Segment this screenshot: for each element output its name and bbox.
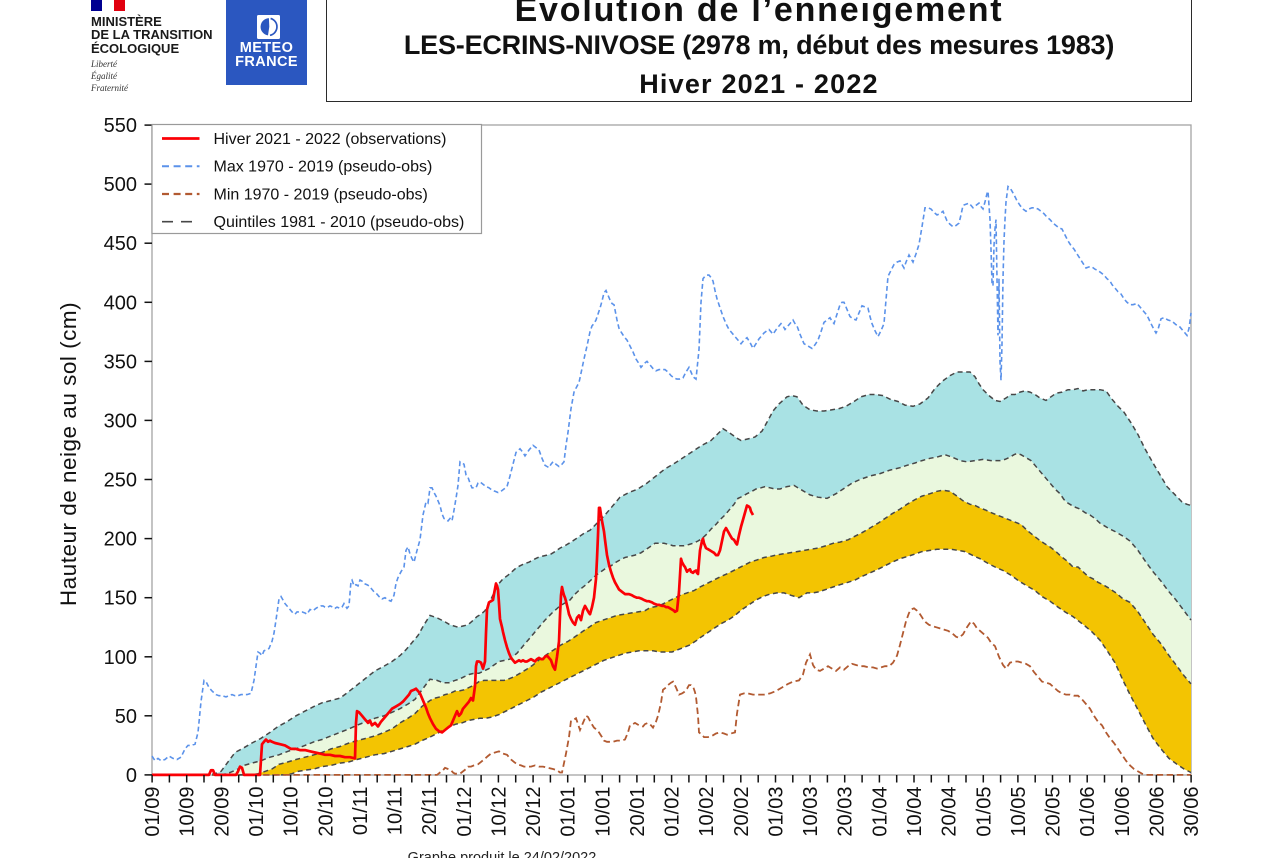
svg-text:10/04: 10/04 xyxy=(904,787,926,837)
svg-text:Hiver 2021 - 2022 (observation: Hiver 2021 - 2022 (observations) xyxy=(214,131,447,148)
svg-text:01/04: 01/04 xyxy=(869,787,891,837)
svg-text:Max 1970 - 2019 (pseudo-obs): Max 1970 - 2019 (pseudo-obs) xyxy=(214,159,433,176)
svg-text:20/03: 20/03 xyxy=(835,787,857,837)
svg-text:01/09: 01/09 xyxy=(142,787,164,837)
svg-text:400: 400 xyxy=(104,292,137,314)
svg-text:Min 1970 - 2019 (pseudo-obs): Min 1970 - 2019 (pseudo-obs) xyxy=(214,187,428,204)
svg-text:250: 250 xyxy=(104,470,137,492)
svg-text:01/05: 01/05 xyxy=(973,787,995,837)
svg-text:01/06: 01/06 xyxy=(1077,787,1099,837)
svg-text:350: 350 xyxy=(104,351,137,373)
svg-text:500: 500 xyxy=(104,174,137,196)
svg-text:20/04: 20/04 xyxy=(939,787,961,837)
svg-text:10/03: 10/03 xyxy=(800,787,822,837)
svg-text:10/12: 10/12 xyxy=(488,787,510,837)
svg-text:10/06: 10/06 xyxy=(1112,787,1134,837)
svg-text:10/11: 10/11 xyxy=(385,787,407,836)
svg-text:20/09: 20/09 xyxy=(211,787,233,837)
svg-text:01/11: 01/11 xyxy=(350,787,372,836)
svg-text:20/05: 20/05 xyxy=(1043,787,1065,837)
svg-text:01/02: 01/02 xyxy=(662,787,684,837)
svg-text:Hauteur de neige au sol (cm): Hauteur de neige au sol (cm) xyxy=(56,302,81,606)
svg-text:10/01: 10/01 xyxy=(592,787,614,837)
svg-text:20/10: 20/10 xyxy=(315,787,337,837)
svg-text:10/09: 10/09 xyxy=(177,787,199,837)
svg-text:200: 200 xyxy=(104,529,137,551)
svg-text:20/12: 20/12 xyxy=(523,787,545,837)
svg-text:20/01: 20/01 xyxy=(627,787,649,837)
svg-text:20/11: 20/11 xyxy=(419,787,441,836)
svg-text:450: 450 xyxy=(104,233,137,255)
svg-text:100: 100 xyxy=(104,647,137,669)
svg-text:10/10: 10/10 xyxy=(281,787,303,837)
svg-text:01/03: 01/03 xyxy=(766,787,788,837)
svg-text:550: 550 xyxy=(104,115,137,137)
svg-text:01/12: 01/12 xyxy=(454,787,476,837)
svg-text:10/02: 10/02 xyxy=(696,787,718,837)
svg-text:20/06: 20/06 xyxy=(1146,787,1168,837)
svg-text:Quintiles 1981 - 2010 (pseudo-: Quintiles 1981 - 2010 (pseudo-obs) xyxy=(214,214,465,231)
svg-text:0: 0 xyxy=(126,765,137,787)
svg-text:01/01: 01/01 xyxy=(558,787,580,837)
svg-text:20/02: 20/02 xyxy=(731,787,753,837)
svg-text:300: 300 xyxy=(104,410,137,432)
svg-text:150: 150 xyxy=(104,588,137,610)
svg-text:10/05: 10/05 xyxy=(1008,787,1030,837)
svg-text:50: 50 xyxy=(115,706,137,728)
svg-text:01/10: 01/10 xyxy=(246,787,268,837)
svg-text:Graphe produit le 24/02/2022: Graphe produit le 24/02/2022 xyxy=(408,850,597,858)
svg-text:30/06: 30/06 xyxy=(1181,787,1203,837)
